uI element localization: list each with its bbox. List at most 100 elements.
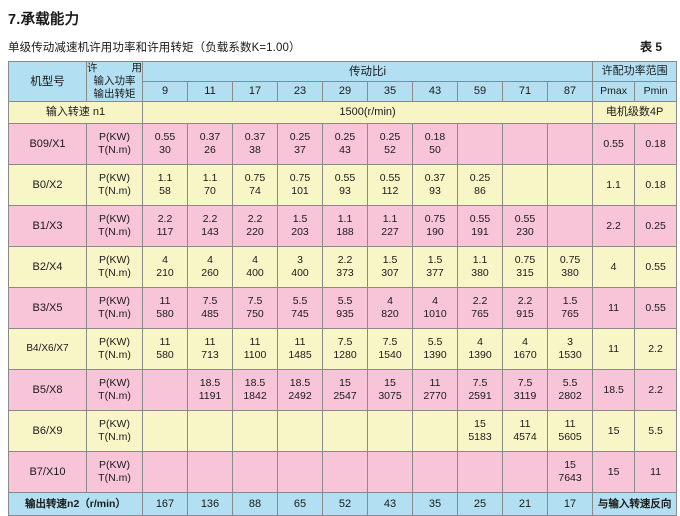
row-model-B5-X8: B5/X8 bbox=[8, 369, 87, 412]
cell-torque-value: 1540 bbox=[378, 349, 402, 362]
row-model-B3-X5: B3/X5 bbox=[8, 287, 87, 330]
table-row: B09/X1 P(KW) T(N.m) 0.55 30 0.37 26 0.37 38 0.25 3… bbox=[8, 123, 678, 166]
cell-power-value: 11 bbox=[204, 336, 216, 349]
cell-torque-value: 307 bbox=[381, 267, 399, 280]
cell-torque-value: 1485 bbox=[288, 349, 312, 362]
cell-ratio-35: 1.5 307 bbox=[367, 246, 413, 289]
cell-ratio-23: 3 400 bbox=[277, 246, 323, 289]
cell-power-value: 0.25 bbox=[379, 131, 401, 144]
input-speed-label: 输入转速 n1 bbox=[8, 101, 143, 125]
torque-unit-label: T(N.m) bbox=[98, 185, 131, 198]
cell-power-value: 0.55 bbox=[469, 213, 491, 226]
cell-torque-value bbox=[503, 185, 547, 198]
cell-torque-value bbox=[188, 472, 232, 485]
cell-power-value: 0.55 bbox=[154, 131, 176, 144]
cell-power-value bbox=[548, 131, 592, 144]
cell-power-value: 15 bbox=[384, 377, 396, 390]
cell-ratio-29: 7.5 1280 bbox=[322, 328, 368, 371]
header-ratio-23: 23 bbox=[277, 81, 323, 103]
power-unit-label: P(KW) bbox=[99, 377, 130, 390]
cell-ratio-11: 18.5 1191 bbox=[187, 369, 233, 412]
cell-power-value bbox=[323, 459, 367, 472]
cell-torque-value: 30 bbox=[159, 144, 171, 157]
power-unit-label: P(KW) bbox=[99, 418, 130, 431]
cell-power-value: 11 bbox=[429, 377, 441, 390]
row-unit-labels: P(KW) T(N.m) bbox=[86, 287, 143, 330]
cell-power-value bbox=[323, 418, 367, 431]
cell-torque-value: 373 bbox=[336, 267, 354, 280]
power-unit-label: P(KW) bbox=[99, 213, 130, 226]
output-speed-71: 21 bbox=[502, 492, 548, 516]
cell-power-value bbox=[233, 459, 277, 472]
cell-ratio-87: 15 7643 bbox=[546, 451, 594, 494]
cell-ratio-23 bbox=[277, 410, 323, 453]
cell-power-value: 0.75 bbox=[559, 254, 581, 267]
cell-ratio-9: 11 580 bbox=[142, 328, 188, 371]
cell-torque-value: 820 bbox=[381, 308, 399, 321]
row-model-B2-X4: B2/X4 bbox=[8, 246, 87, 289]
table-row: B3/X5 P(KW) T(N.m) 11 580 7.5 485 7.5 750 5.5 745 5… bbox=[8, 287, 678, 330]
cell-ratio-71 bbox=[502, 451, 548, 494]
cell-ratio-17: 11 1100 bbox=[232, 328, 278, 371]
cell-torque-value: 70 bbox=[204, 185, 216, 198]
cell-ratio-11: 7.5 485 bbox=[187, 287, 233, 330]
cell-power-value: 11 bbox=[564, 418, 576, 431]
cell-ratio-17: 0.37 38 bbox=[232, 123, 278, 166]
power-unit-label: P(KW) bbox=[99, 254, 130, 267]
output-speed-59: 25 bbox=[457, 492, 503, 516]
header-ratio-29: 29 bbox=[322, 81, 368, 103]
cell-power-value: 1.5 bbox=[382, 254, 398, 267]
output-speed-11: 136 bbox=[187, 492, 233, 516]
cell-torque-value: 1530 bbox=[558, 349, 582, 362]
cell-power-value: 1.1 bbox=[337, 213, 353, 226]
cell-torque-value: 400 bbox=[291, 267, 309, 280]
cell-power-value: 0.55 bbox=[514, 213, 536, 226]
data-rows-body: B09/X1 P(KW) T(N.m) 0.55 30 0.37 26 0.37 38 0.25 3… bbox=[8, 123, 678, 494]
cell-power-value: 0.25 bbox=[289, 131, 311, 144]
cell-torque-value: 260 bbox=[201, 267, 219, 280]
cell-torque-value: 2591 bbox=[468, 390, 492, 403]
cell-ratio-87 bbox=[546, 123, 594, 166]
cell-torque-value bbox=[458, 144, 502, 157]
header-permissible-line3: 输出转矩 bbox=[93, 88, 136, 101]
cell-power-value: 2.2 bbox=[472, 295, 488, 308]
cell-ratio-17: 4 400 bbox=[232, 246, 278, 289]
power-unit-label: P(KW) bbox=[99, 459, 130, 472]
cell-power-value bbox=[548, 213, 592, 226]
cell-power-value bbox=[413, 459, 457, 472]
cell-power-value bbox=[458, 131, 502, 144]
row-model-B1-X3: B1/X3 bbox=[8, 205, 87, 248]
cell-torque-value: 2492 bbox=[288, 390, 312, 403]
cell-power-value: 11 bbox=[249, 336, 261, 349]
cell-power-value: 4 bbox=[477, 336, 483, 349]
cell-torque-value: 37 bbox=[294, 144, 306, 157]
row-model-B4-X6-X7: B4/X6/X7 bbox=[8, 328, 87, 371]
torque-unit-label: T(N.m) bbox=[98, 226, 131, 239]
cell-power-value: 0.75 bbox=[244, 172, 266, 185]
cell-pmin: 11 bbox=[634, 451, 678, 494]
cell-torque-value bbox=[503, 472, 547, 485]
cell-torque-value bbox=[143, 390, 187, 403]
cell-ratio-29 bbox=[322, 410, 368, 453]
output-speed-35: 43 bbox=[367, 492, 413, 516]
cell-ratio-29: 0.55 93 bbox=[322, 164, 368, 207]
cell-power-value: 0.18 bbox=[424, 131, 446, 144]
cell-torque-value bbox=[278, 472, 322, 485]
cell-torque-value: 93 bbox=[429, 185, 441, 198]
cell-ratio-11 bbox=[187, 451, 233, 494]
output-speed-43: 35 bbox=[412, 492, 458, 516]
torque-unit-label: T(N.m) bbox=[98, 144, 131, 157]
cell-torque-value: 380 bbox=[471, 267, 489, 280]
cell-torque-value bbox=[368, 431, 412, 444]
cell-power-value: 7.5 bbox=[337, 336, 353, 349]
cell-power-value: 15 bbox=[564, 459, 576, 472]
cell-torque-value bbox=[323, 431, 367, 444]
cell-torque-value: 1191 bbox=[198, 390, 222, 403]
cell-torque-value: 143 bbox=[201, 226, 219, 239]
header-pmax: Pmax bbox=[592, 81, 636, 103]
cell-pmin: 2.2 bbox=[634, 328, 678, 371]
cell-torque-value: 7643 bbox=[558, 472, 582, 485]
cell-torque-value: 52 bbox=[384, 144, 396, 157]
row-unit-labels: P(KW) T(N.m) bbox=[86, 328, 143, 371]
cell-power-value: 1.1 bbox=[202, 172, 218, 185]
